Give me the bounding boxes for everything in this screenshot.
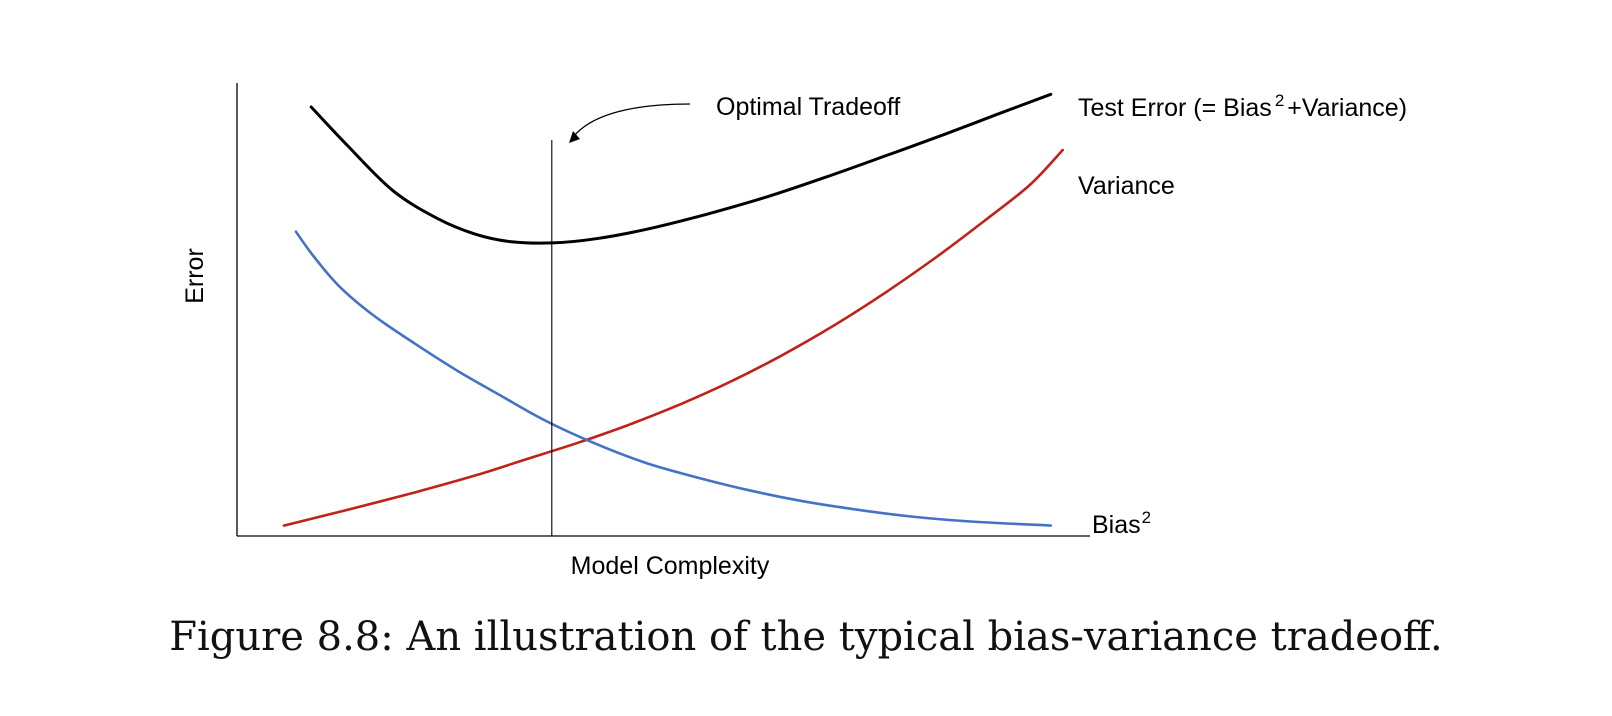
optimal-tradeoff-label: Optimal Tradeoff xyxy=(716,93,900,121)
test-error-line xyxy=(309,92,1053,245)
variance-line xyxy=(282,148,1064,527)
figure-caption: Figure 8.8: An illustration of the typic… xyxy=(169,614,1443,660)
optimal-tradeoff-arrow xyxy=(570,103,691,141)
variance-label: Variance xyxy=(1078,172,1175,200)
test-error-label: Test Error (= Bias 2 +Variance) xyxy=(1078,91,1407,122)
bias-squared-line xyxy=(294,230,1053,527)
y-axis-label: Error xyxy=(181,248,209,304)
bias-squared-label: Bias2 xyxy=(1092,508,1151,539)
x-axis-label: Model Complexity xyxy=(571,552,770,580)
arrowhead-icon xyxy=(569,131,580,143)
